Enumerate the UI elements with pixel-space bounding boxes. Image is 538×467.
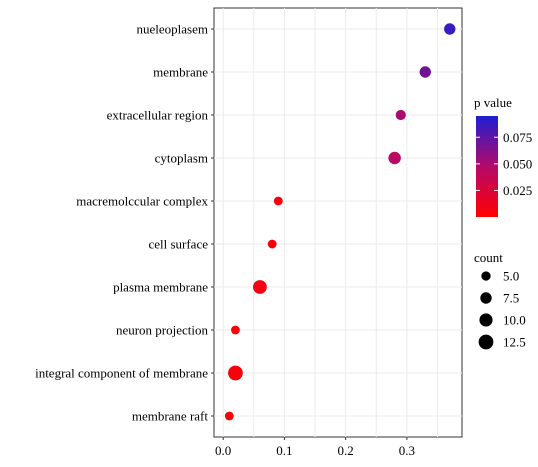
color-legend: p value 0.025 0.050 0.075 [474,95,532,217]
x-axis-labels: 0.0 0.1 0.2 0.3 [215,437,415,458]
size-legend-items: 5.0 7.5 10.0 12.5 [478,269,526,350]
y-tick-label: nueleoplasem [137,22,208,37]
color-tick-label: 0.075 [503,130,532,145]
data-point [444,23,456,35]
data-point [224,411,234,421]
size-legend-title: count [474,250,503,265]
x-tick-label: 0.0 [215,443,231,458]
y-tick-label: cell surface [148,237,208,252]
color-gradient-bar [476,116,498,217]
data-point [388,151,401,165]
size-legend-label: 7.5 [503,291,519,306]
data-point [419,66,431,78]
data-point [395,109,406,121]
y-tick-label: neuron projection [116,323,209,338]
data-point [267,239,277,249]
y-tick-label: membrane raft [132,409,209,424]
y-tick-label: membrane [153,65,208,80]
size-legend-key [481,271,491,281]
y-tick-label: integral component of membrane [35,366,208,381]
size-legend-key [479,313,493,327]
size-legend-key [478,334,494,350]
data-point [231,325,240,335]
color-legend-ticks: 0.025 0.050 0.075 [476,130,532,198]
size-legend-label: 5.0 [503,269,519,284]
y-tick-label: cytoplasm [155,151,208,166]
x-tick-label: 0.1 [276,443,292,458]
size-legend: count 5.0 7.5 10.0 12.5 [474,250,526,350]
y-axis-labels: nueleoplasem membrane extracellular region… [35,22,214,424]
y-tick-label: plasma membrane [113,280,208,295]
data-point [253,280,267,294]
y-tick-label: macremolccular complex [76,194,208,209]
data-point [273,196,283,206]
grid-lines [214,8,462,437]
size-legend-label: 10.0 [503,313,526,328]
x-tick-label: 0.2 [338,443,354,458]
data-points [224,23,456,421]
y-tick-label: extracellular region [107,108,209,123]
size-legend-key [480,292,492,304]
size-legend-label: 12.5 [503,335,526,350]
color-legend-title: p value [474,95,512,110]
plot-panel [213,7,463,438]
x-tick-label: 0.3 [399,443,415,458]
data-point [228,365,243,381]
color-tick-label: 0.050 [503,156,532,171]
color-tick-label: 0.025 [503,183,532,198]
